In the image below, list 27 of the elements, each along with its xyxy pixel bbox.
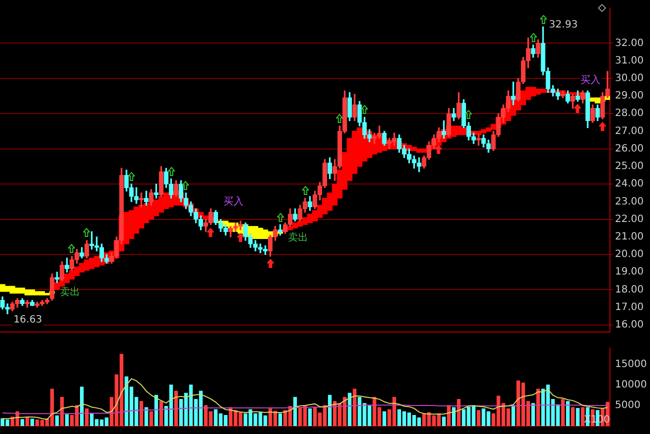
y-tick-label: 24.00 <box>615 178 644 190</box>
annotation: 卖出 <box>60 286 80 298</box>
y-tick-label: 30.00 <box>615 73 644 84</box>
y-tick-label: 17.00 <box>615 302 644 313</box>
y-tick-label: 19.00 <box>615 266 644 278</box>
annotation: 买入 <box>580 74 601 86</box>
y-tick-label: 10000 <box>615 380 647 391</box>
annotation: X100 <box>584 414 610 426</box>
y-tick-label: 22.00 <box>615 214 644 225</box>
y-tick-label: 15000 <box>615 359 647 370</box>
y-tick-label: 21.00 <box>615 232 644 243</box>
y-tick-label: 5000 <box>615 400 640 412</box>
y-tick-label: 26.00 <box>615 143 644 154</box>
annotation: 16.63 <box>13 314 42 326</box>
annotation: 买入 <box>224 195 244 208</box>
y-tick-label: 32.00 <box>615 38 644 49</box>
y-tick-label: 31.00 <box>615 55 644 66</box>
annotation: 32.93 <box>549 19 578 30</box>
y-tick-label: 20.00 <box>615 249 644 260</box>
y-tick-label: 16.00 <box>615 320 644 331</box>
annotation: 卖出 <box>288 231 308 244</box>
y-tick-label: 18.00 <box>615 284 644 296</box>
y-tick-label: 28.00 <box>615 108 644 120</box>
y-tick-label: 29.00 <box>615 90 644 102</box>
y-tick-label: 27.00 <box>615 126 644 137</box>
y-tick-label: 25.00 <box>615 161 644 172</box>
y-tick-label: 23.00 <box>615 196 644 208</box>
